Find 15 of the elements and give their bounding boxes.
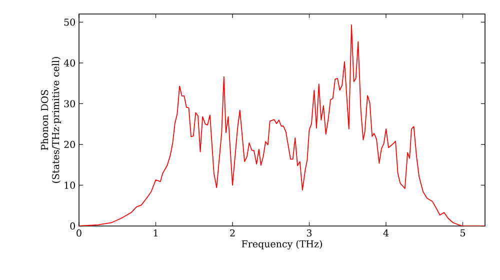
- x-tick-label: 1: [154, 229, 158, 236]
- y-tick-label: 10: [64, 182, 75, 189]
- x-tick-label: 4: [383, 229, 389, 236]
- x-axis-title: Frequency (THz): [242, 240, 322, 250]
- y-tick-label: 50: [64, 18, 75, 26]
- y-tick-label: 40: [64, 59, 75, 67]
- y-tick-label: 20: [64, 140, 75, 148]
- y-tick-label: 0: [70, 222, 75, 230]
- x-tick-label: 0: [76, 229, 82, 237]
- line-series: [79, 24, 486, 226]
- y-tick-label: 30: [64, 100, 75, 108]
- y-axis-title: Phonon DOS (States/THz·primitive cell): [40, 57, 62, 183]
- x-tick-label: 3: [306, 229, 312, 237]
- x-tick-label: 5: [460, 229, 466, 236]
- x-tick-label: 2: [230, 229, 235, 236]
